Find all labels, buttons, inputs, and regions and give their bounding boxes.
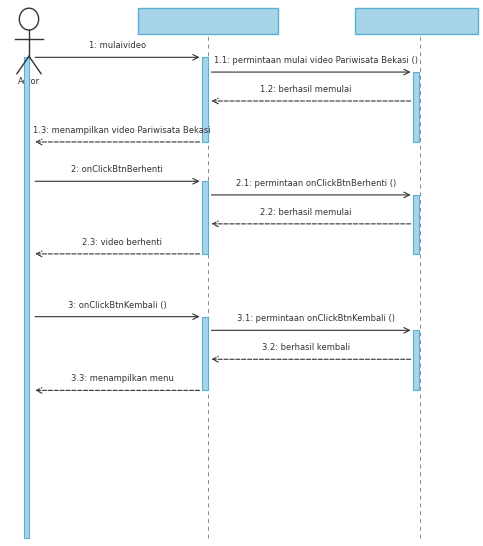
Bar: [413, 195, 419, 254]
Text: System : Pariwisata Bekasi: System : Pariwisata Bekasi: [360, 16, 473, 25]
Text: 1.2: berhasil memulai: 1.2: berhasil memulai: [260, 85, 352, 94]
Text: 3: onClickBtnKembali (): 3: onClickBtnKembali (): [68, 301, 167, 310]
Text: Actor: Actor: [18, 77, 40, 86]
Text: 1.1: permintaan mulai video Pariwisata Bekasi (): 1.1: permintaan mulai video Pariwisata B…: [214, 56, 418, 65]
Text: 3.3: menampilkan menu: 3.3: menampilkan menu: [71, 375, 173, 383]
Text: 2: onClickBtnBerhenti: 2: onClickBtnBerhenti: [71, 165, 163, 174]
Text: 3.2: berhasil kembali: 3.2: berhasil kembali: [262, 343, 350, 352]
Text: 3.1: permintaan onClickBtnKembali (): 3.1: permintaan onClickBtnKembali (): [237, 314, 395, 323]
Text: Interface : Pariwisata Bekasi: Interface : Pariwisata Bekasi: [148, 16, 267, 25]
Bar: [355, 8, 478, 34]
Bar: [202, 181, 209, 254]
Bar: [202, 317, 209, 390]
Bar: [202, 57, 209, 142]
Bar: [138, 8, 278, 34]
Text: 2.1: permintaan onClickBtnBerhenti (): 2.1: permintaan onClickBtnBerhenti (): [236, 179, 396, 188]
Text: 2.2: berhasil memulai: 2.2: berhasil memulai: [260, 208, 352, 217]
Bar: [24, 57, 29, 538]
Text: 1: mulaivideo: 1: mulaivideo: [89, 41, 146, 50]
Text: 1.3: menampilkan video Pariwisata Bekasi: 1.3: menampilkan video Pariwisata Bekasi: [33, 126, 211, 135]
Bar: [413, 330, 419, 390]
Bar: [413, 72, 419, 142]
Text: 2.3: video berhenti: 2.3: video berhenti: [82, 238, 162, 247]
